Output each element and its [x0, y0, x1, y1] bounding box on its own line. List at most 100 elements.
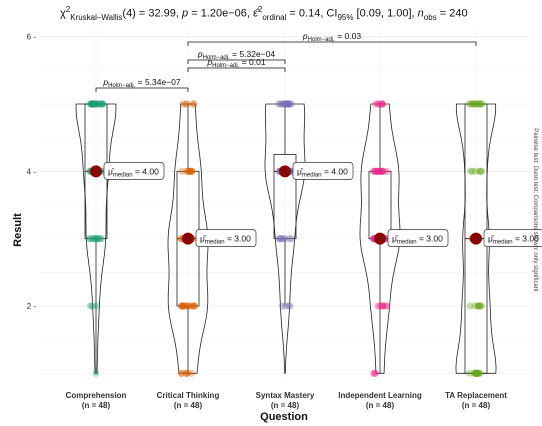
data-point [190, 100, 198, 108]
data-point [277, 100, 285, 108]
data-point [275, 100, 283, 108]
data-point [378, 100, 386, 108]
data-point [477, 302, 485, 310]
data-point [281, 302, 289, 310]
data-point [87, 100, 95, 108]
median-label-box [483, 229, 542, 248]
data-point [187, 369, 195, 377]
data-point [97, 235, 105, 243]
data-point [89, 235, 97, 243]
x-tick-label: Critical Thinking [157, 391, 220, 400]
data-point [178, 167, 186, 175]
data-point [183, 369, 191, 377]
data-point [278, 302, 286, 310]
data-point [96, 235, 104, 243]
comparison-bracket-1 [187, 67, 286, 72]
violin-1 [167, 103, 209, 374]
data-point [471, 369, 479, 377]
data-point [87, 100, 95, 108]
x-tick-n-label: (n = 48) [462, 401, 491, 410]
data-point [98, 100, 106, 108]
data-point [370, 167, 378, 175]
data-point [281, 100, 289, 108]
data-point [92, 235, 100, 243]
data-point [185, 302, 193, 310]
data-point [278, 235, 286, 243]
x-tick-label: TA Replacement [445, 391, 507, 400]
data-point [185, 167, 193, 175]
data-point [184, 167, 192, 175]
data-point [379, 302, 387, 310]
data-point [90, 100, 98, 108]
violin-3 [359, 103, 401, 374]
data-point [382, 302, 390, 310]
data-point [94, 235, 102, 243]
x-tick-label: Comprehension [66, 391, 127, 400]
data-point [86, 100, 94, 108]
data-point [468, 167, 476, 175]
data-point [285, 100, 293, 108]
data-point [93, 235, 101, 243]
y-axis-title: Result [12, 213, 24, 247]
data-point [466, 302, 474, 310]
y-axis: 2 - 4 - 6 - [27, 33, 37, 311]
data-point [473, 369, 481, 377]
data-point [284, 100, 292, 108]
data-point [280, 235, 288, 243]
data-point [474, 369, 482, 377]
data-point [288, 100, 296, 108]
data-point [183, 302, 191, 310]
median-label-box [195, 229, 257, 248]
data-point [182, 100, 190, 108]
data-point [467, 167, 475, 175]
median-label: μ̂median = 3.00 [200, 234, 251, 246]
data-point [183, 369, 191, 377]
data-point [466, 100, 474, 108]
data-point [87, 302, 95, 310]
data-point [285, 302, 293, 310]
data-point [376, 302, 384, 310]
data-point [475, 369, 483, 377]
data-point [90, 100, 98, 108]
data-point [286, 302, 294, 310]
data-point [285, 100, 294, 108]
data-point [190, 302, 198, 310]
data-point [469, 100, 477, 108]
violin-4 [455, 103, 497, 374]
data-point [86, 235, 94, 243]
data-point [177, 369, 185, 377]
data-point [189, 302, 197, 310]
data-point [188, 167, 196, 175]
data-point [275, 235, 283, 243]
data-point [466, 100, 474, 108]
data-point [372, 167, 380, 175]
median-label: μ̂median = 3.00 [392, 234, 443, 246]
comparison-bracket-2 [187, 59, 286, 64]
data-point [473, 100, 482, 108]
data-point [187, 167, 195, 175]
data-point [179, 100, 187, 108]
data-point [187, 167, 195, 175]
data-point [377, 167, 385, 175]
data-point [283, 100, 292, 108]
data-point [473, 369, 481, 377]
data-point [93, 100, 101, 108]
data-point [476, 167, 484, 175]
data-point [178, 302, 186, 310]
violins [75, 103, 497, 374]
data-point [379, 302, 387, 310]
median-label-box [387, 229, 449, 248]
data-point [280, 100, 288, 108]
data-point [177, 302, 185, 310]
data-point [281, 235, 289, 243]
data-point [374, 167, 383, 175]
data-point [371, 369, 379, 377]
data-point [189, 100, 197, 108]
data-point [276, 235, 284, 243]
data-point [91, 235, 99, 243]
data-point [92, 369, 100, 377]
data-point [372, 100, 380, 108]
data-point [374, 100, 382, 108]
data-point [372, 167, 380, 175]
data-point [379, 167, 388, 175]
